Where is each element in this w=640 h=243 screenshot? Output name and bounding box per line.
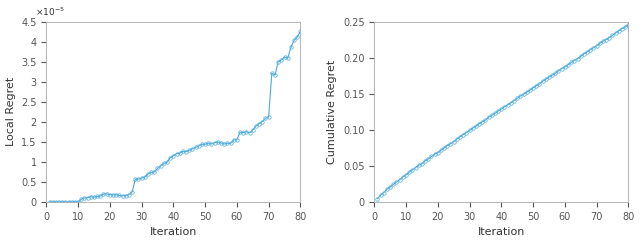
Y-axis label: Cumulative Regret: Cumulative Regret: [327, 60, 337, 164]
Y-axis label: Local Regret: Local Regret: [6, 77, 15, 147]
Text: $\times10^{-5}$: $\times10^{-5}$: [35, 6, 65, 18]
X-axis label: Iteration: Iteration: [477, 227, 525, 237]
X-axis label: Iteration: Iteration: [150, 227, 197, 237]
